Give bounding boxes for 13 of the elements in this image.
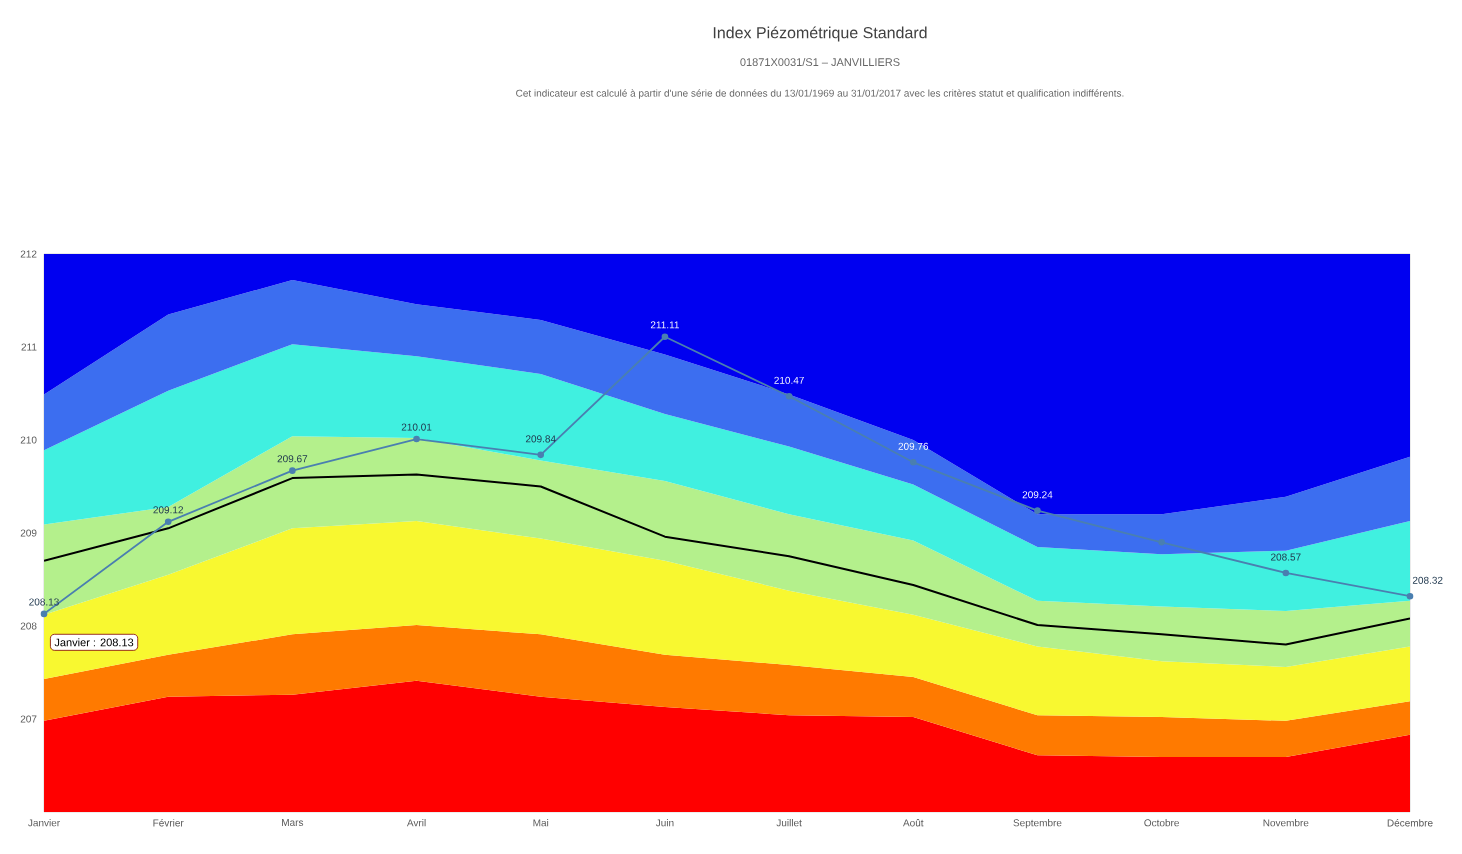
point (1406, 592, 1414, 600)
point (537, 451, 545, 459)
point (909, 458, 917, 466)
point (1282, 569, 1290, 577)
point (164, 518, 172, 526)
point (661, 333, 669, 341)
point (40, 610, 48, 618)
chart-title: Index Piézométrique Standard (713, 26, 927, 42)
point (289, 467, 296, 474)
point (413, 435, 420, 443)
point (785, 392, 793, 400)
point (1158, 538, 1165, 546)
point (1034, 507, 1041, 514)
